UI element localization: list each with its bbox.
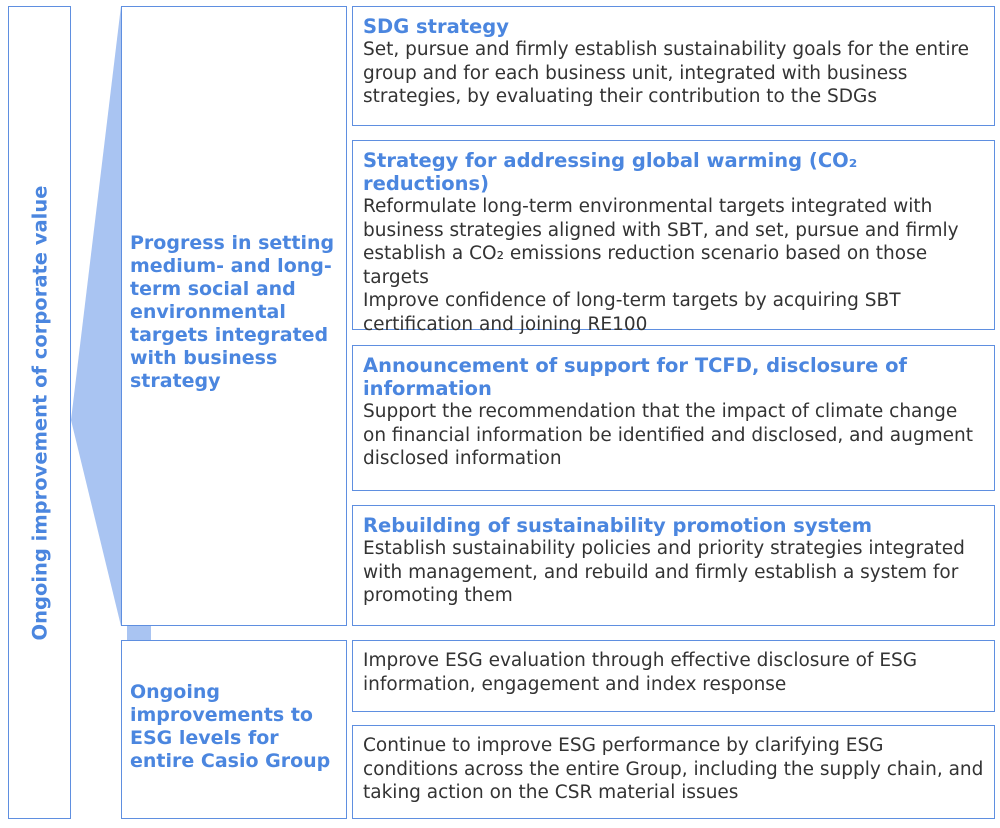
- targets-progress-label: Progress in setting medium- and long-ter…: [130, 232, 335, 392]
- bridge-connector: [127, 626, 151, 640]
- global-warming-box: Strategy for addressing global warming (…: [352, 140, 995, 335]
- esg-evaluation-box: Improve ESG evaluation through effective…: [352, 640, 995, 712]
- sdg-strategy-body: Set, pursue and firmly establish sustain…: [363, 39, 970, 107]
- wedge-connector: [71, 6, 121, 626]
- sdg-strategy-box: SDG strategy Set, pursue and firmly esta…: [352, 6, 995, 126]
- global-warming-body: Reformulate long-term environmental targ…: [363, 196, 959, 288]
- tcfd-body: Support the recommendation that the impa…: [363, 401, 973, 469]
- global-warming-body-2: Improve confidence of long-term targets …: [363, 290, 901, 335]
- corporate-value-box: Ongoing improvement of corporate value: [8, 6, 71, 819]
- esg-levels-label: Ongoing improvements to ESG levels for e…: [130, 681, 331, 772]
- esg-performance-body: Continue to improve ESG performance by c…: [363, 735, 984, 803]
- sdg-strategy-title: SDG strategy: [363, 15, 509, 38]
- esg-levels-box: Ongoing improvements to ESG levels for e…: [121, 640, 347, 819]
- promotion-system-body: Establish sustainability policies and pr…: [363, 538, 965, 606]
- tcfd-box: Announcement of support for TCFD, disclo…: [352, 345, 995, 491]
- corporate-value-label: Ongoing improvement of corporate value: [28, 185, 51, 640]
- promotion-system-title: Rebuilding of sustainability promotion s…: [363, 514, 873, 537]
- tcfd-title: Announcement of support for TCFD, disclo…: [363, 354, 908, 400]
- esg-evaluation-body: Improve ESG evaluation through effective…: [363, 650, 918, 695]
- global-warming-title: Strategy for addressing global warming (…: [363, 149, 858, 195]
- esg-performance-box: Continue to improve ESG performance by c…: [352, 725, 995, 819]
- promotion-system-box: Rebuilding of sustainability promotion s…: [352, 505, 995, 626]
- targets-progress-box: Progress in setting medium- and long-ter…: [121, 6, 347, 626]
